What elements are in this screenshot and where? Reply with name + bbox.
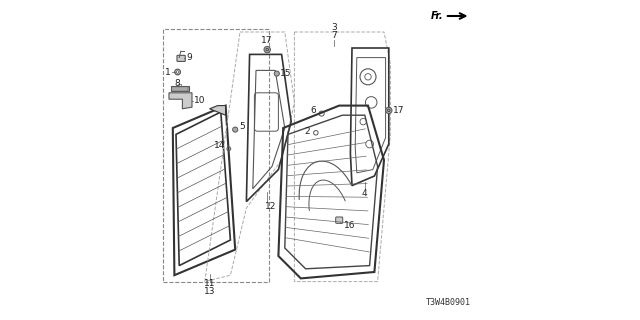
Text: 9: 9 [186, 53, 192, 62]
Text: 1: 1 [165, 68, 170, 76]
Text: 11: 11 [204, 279, 215, 288]
Text: 16: 16 [344, 221, 356, 230]
FancyBboxPatch shape [177, 55, 186, 61]
Text: 8: 8 [174, 79, 180, 88]
Text: 17: 17 [393, 106, 404, 115]
Text: T3W4B0901: T3W4B0901 [426, 298, 470, 307]
Text: 10: 10 [193, 96, 205, 105]
FancyBboxPatch shape [172, 87, 188, 91]
Text: 14: 14 [214, 141, 225, 150]
FancyBboxPatch shape [336, 217, 343, 223]
Text: 4: 4 [362, 189, 367, 198]
Text: 13: 13 [204, 287, 215, 296]
Circle shape [264, 46, 270, 53]
Text: 12: 12 [265, 202, 276, 211]
Circle shape [233, 127, 238, 132]
Text: 2: 2 [305, 127, 310, 136]
Text: 17: 17 [262, 36, 273, 44]
Circle shape [275, 71, 280, 76]
Polygon shape [169, 93, 192, 109]
Text: 6: 6 [310, 106, 316, 115]
Circle shape [176, 71, 179, 73]
Text: 7: 7 [332, 31, 337, 40]
Text: 15: 15 [280, 69, 291, 78]
Polygon shape [210, 106, 226, 115]
Text: 3: 3 [332, 23, 337, 32]
Circle shape [175, 69, 180, 75]
Circle shape [385, 107, 392, 114]
Text: 5: 5 [239, 122, 245, 131]
Text: Fr.: Fr. [431, 11, 443, 21]
